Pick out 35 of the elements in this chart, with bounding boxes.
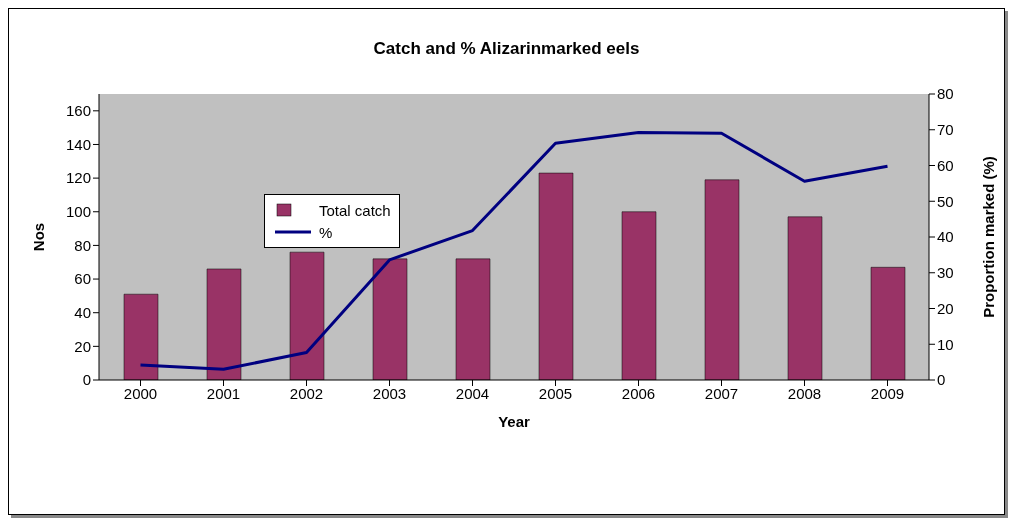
x-tick-label: 2001 (206, 384, 241, 402)
y-tick-label: 40 (74, 304, 91, 322)
y2-tick-label: 0 (937, 371, 946, 389)
y-tick-label: 80 (74, 236, 91, 254)
x-tick-label: 2008 (787, 384, 822, 402)
y2-tick-label: 20 (937, 299, 954, 317)
y-tick-label: 100 (65, 203, 91, 221)
y2-tick-label: 40 (937, 228, 954, 246)
y-tick-label: 140 (65, 135, 91, 153)
legend-label: Total catch (319, 201, 391, 219)
line-series (139, 131, 889, 371)
x-tick-label: 2003 (372, 384, 407, 402)
y-tick-label: 120 (65, 169, 91, 187)
x-tick-label: 2004 (455, 384, 490, 402)
x-tick-label: 2002 (289, 384, 324, 402)
y-tick-label: 0 (82, 371, 91, 389)
y2-tick-label: 30 (937, 264, 954, 282)
x-tick-label: 2009 (870, 384, 905, 402)
legend-label: % (319, 223, 333, 241)
y-tick-label: 60 (74, 270, 91, 288)
y2-axis-title: Proportion marked (%) (980, 156, 998, 318)
y-tick-label: 20 (74, 337, 91, 355)
y2-tick-label: 10 (937, 335, 954, 353)
x-tick-label: 2005 (538, 384, 573, 402)
y2-tick-label: 50 (937, 192, 954, 210)
y2-tick-label: 60 (937, 156, 954, 174)
x-axis-title: Year (498, 413, 531, 430)
y2-tick-label: 70 (937, 121, 954, 139)
y-axis-title: Nos (30, 222, 48, 252)
x-tick-label: 2006 (621, 384, 656, 402)
x-tick-label: 2007 (704, 384, 739, 402)
y-tick-label: 160 (65, 102, 91, 120)
chart-title: Catch and % Alizarinmarked eels (372, 39, 641, 60)
y2-tick-label: 80 (937, 85, 954, 103)
x-tick-label: 2000 (123, 384, 158, 402)
